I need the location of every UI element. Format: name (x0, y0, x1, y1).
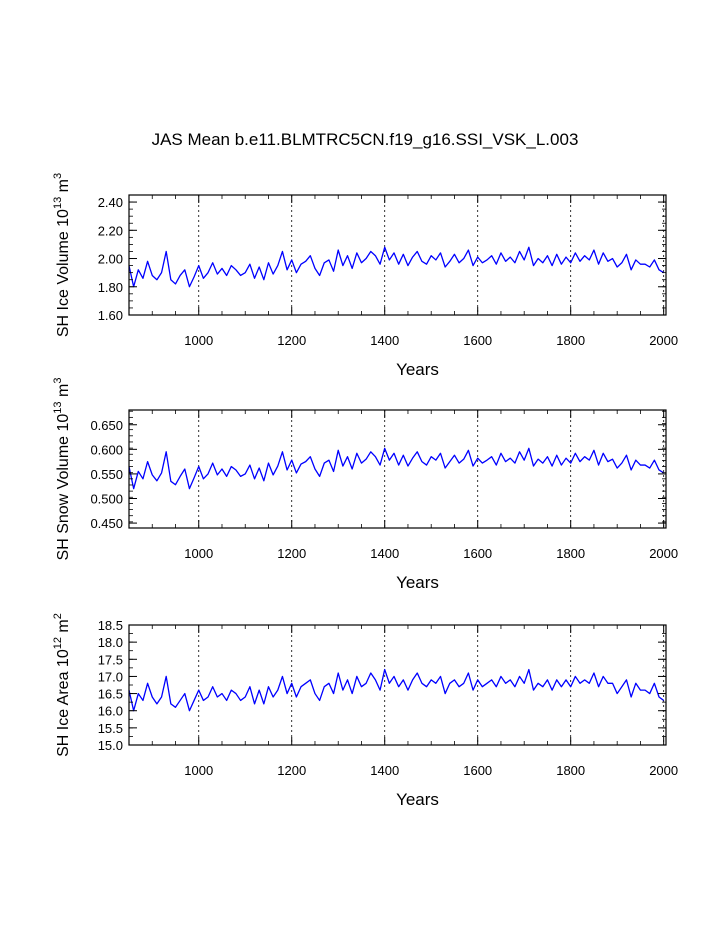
x-tick-label: 1600 (463, 333, 492, 348)
y-tick-label: 16.0 (98, 704, 123, 719)
ice-volume-panel: 1000 1200 1400 1600 1800 2000 1.60 1.80 2.00 2.20… (52, 173, 678, 379)
ice-area-panel: 1000 1200 1400 1600 1800 2000 15.0 15.5 16.0 16.5… (52, 613, 678, 809)
y-tick-label: 2.00 (98, 252, 123, 267)
y-label-unit: m (55, 619, 72, 637)
x-tick-label: 1400 (370, 546, 399, 561)
y-tick-label: 0.600 (90, 442, 123, 457)
y-tick-label: 18.0 (98, 635, 123, 650)
y-axis-label: SH Ice Volume 1013 m3 (52, 173, 72, 337)
series-line (128, 447, 665, 490)
y-label-text: SH Ice Area 10 (55, 649, 72, 757)
y-axis-label: SH Ice Area 1012 m2 (52, 613, 72, 757)
x-tick-label: 1800 (556, 763, 585, 778)
x-tick-label: 1800 (556, 546, 585, 561)
plot-frame (128, 194, 667, 316)
x-axis-label: Years (396, 790, 439, 809)
series-line (128, 246, 665, 288)
y-tick-label: 0.500 (90, 492, 123, 507)
y-label-exponent: 13 (52, 401, 64, 413)
y-tick-label: 18.5 (98, 618, 123, 633)
x-tick-label: 1200 (277, 546, 306, 561)
y-tick-label: 1.60 (98, 308, 123, 323)
y-label-unit-exponent: 3 (52, 378, 64, 384)
x-tick-label: 2000 (649, 333, 678, 348)
y-label-exponent: 12 (52, 637, 64, 649)
x-tick-label: 1000 (184, 333, 213, 348)
x-axis-label: Years (396, 360, 439, 379)
y-tick-label: 17.5 (98, 652, 123, 667)
x-tick-label: 2000 (649, 546, 678, 561)
y-tick-label: 1.80 (98, 280, 123, 295)
y-tick-label: 15.0 (98, 738, 123, 753)
x-axis-label: Years (396, 573, 439, 592)
y-axis-label: SH Snow Volume 1013 m3 (52, 378, 72, 561)
x-tick-label: 1600 (463, 763, 492, 778)
y-tick-label: 0.450 (90, 516, 123, 531)
x-tick-label: 1400 (370, 763, 399, 778)
x-tick-label: 1200 (277, 333, 306, 348)
y-label-unit-exponent: 3 (52, 173, 64, 179)
y-tick-label: 2.20 (98, 223, 123, 238)
y-label-unit: m (55, 384, 72, 402)
y-label-text: SH Ice Volume 10 (55, 209, 72, 337)
series-line (128, 668, 665, 712)
y-tick-label: 0.550 (90, 467, 123, 482)
x-tick-label: 2000 (649, 763, 678, 778)
plot-frame (128, 409, 667, 529)
y-tick-label: 0.650 (90, 418, 123, 433)
snow-volume-panel: 1000 1200 1400 1600 1800 2000 0.450 0.500 0.550 0… (52, 378, 678, 592)
x-tick-label: 1800 (556, 333, 585, 348)
x-tick-label: 1400 (370, 333, 399, 348)
x-tick-label: 1000 (184, 763, 213, 778)
x-tick-label: 1200 (277, 763, 306, 778)
y-tick-label: 16.5 (98, 687, 123, 702)
y-label-exponent: 13 (52, 197, 64, 209)
y-tick-label: 15.5 (98, 721, 123, 736)
figure-title: JAS Mean b.e11.BLMTRC5CN.f19_g16.SSI_VSK… (152, 130, 579, 149)
y-tick-label: 17.0 (98, 669, 123, 684)
y-tick-label: 2.40 (98, 195, 123, 210)
x-tick-label: 1000 (184, 546, 213, 561)
y-label-unit-exponent: 2 (52, 613, 64, 619)
y-label-unit: m (55, 179, 72, 197)
y-label-text: SH Snow Volume 10 (55, 414, 72, 561)
x-tick-label: 1600 (463, 546, 492, 561)
